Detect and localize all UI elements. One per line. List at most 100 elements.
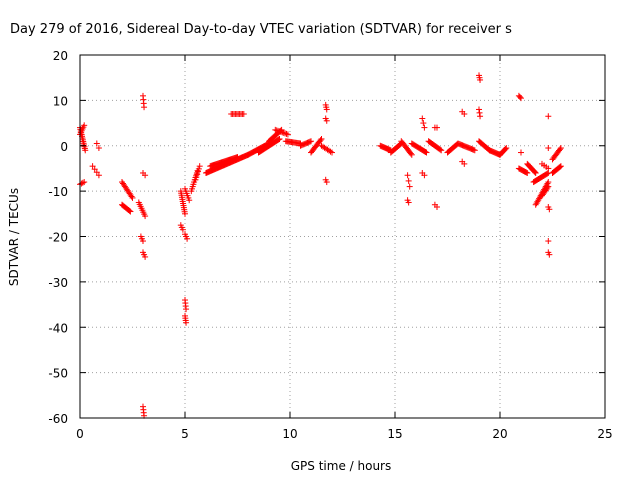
data-point	[556, 163, 563, 170]
data-point	[273, 127, 280, 134]
data-point	[275, 127, 282, 134]
data-point	[284, 131, 291, 138]
data-point	[234, 154, 241, 161]
data-point	[422, 148, 429, 155]
y-tick-label: 10	[53, 94, 68, 108]
x-axis-label: GPS time / hours	[291, 459, 392, 473]
data-point	[544, 184, 551, 191]
data-point	[503, 145, 510, 152]
data-point	[423, 149, 430, 156]
data-point	[95, 145, 102, 152]
data-point	[79, 179, 86, 186]
data-point	[89, 163, 96, 170]
chart-title: Day 279 of 2016, Sidereal Day-to-day VTE…	[10, 22, 512, 37]
data-point	[282, 130, 289, 137]
data-point	[183, 306, 190, 313]
data-point	[95, 172, 102, 179]
data-point	[78, 180, 85, 187]
data-point	[406, 183, 413, 190]
data-point	[407, 150, 414, 157]
data-point	[477, 76, 484, 83]
data-point	[419, 115, 426, 122]
data-point	[127, 208, 134, 215]
data-point	[437, 146, 444, 153]
data-point	[477, 113, 484, 120]
data-point	[532, 169, 539, 176]
data-point	[546, 206, 553, 213]
x-tick-label: 20	[492, 427, 507, 441]
data-point	[405, 199, 412, 206]
data-point	[461, 160, 468, 167]
x-tick-label: 5	[181, 427, 189, 441]
data-point	[93, 169, 100, 176]
data-point	[195, 165, 202, 172]
x-tick-label: 25	[597, 427, 612, 441]
data-point	[142, 253, 149, 260]
data-point	[276, 135, 283, 142]
y-axis-label: SDTVAR / TECUs	[7, 188, 21, 286]
data-point	[186, 197, 193, 204]
data-point	[81, 179, 88, 186]
data-point	[192, 176, 199, 183]
data-point	[421, 172, 428, 179]
data-point	[142, 213, 149, 220]
data-point	[128, 193, 135, 200]
data-point	[556, 146, 563, 153]
data-point	[476, 106, 482, 113]
data-point	[524, 169, 531, 176]
x-tick-label: 15	[387, 427, 402, 441]
y-tick-label: -40	[48, 321, 68, 335]
data-point	[140, 238, 146, 245]
data-point	[272, 126, 279, 133]
plot-frame	[79, 54, 606, 419]
data-point	[193, 174, 200, 181]
data-point	[420, 120, 427, 127]
data-point	[318, 135, 325, 142]
data-point	[82, 147, 89, 154]
data-point	[276, 128, 283, 135]
data-point	[405, 177, 412, 184]
data-point	[516, 93, 523, 100]
data-point	[421, 124, 428, 131]
data-point	[308, 138, 314, 145]
data-point	[545, 238, 552, 245]
data-point	[279, 129, 286, 136]
data-point	[275, 136, 282, 143]
data-point	[518, 95, 524, 102]
data-point	[196, 163, 203, 170]
data-point	[184, 235, 191, 242]
data-point	[182, 210, 188, 217]
grid	[80, 55, 605, 418]
data-point	[283, 130, 290, 137]
data-point	[408, 151, 415, 158]
data-point	[545, 113, 552, 120]
y-tick-label: -10	[48, 185, 68, 199]
data-point	[280, 129, 287, 136]
data-point	[142, 172, 149, 179]
data-point	[277, 128, 284, 135]
data-point	[557, 163, 564, 170]
y-tick-label: -50	[48, 367, 68, 381]
data-point	[323, 106, 330, 113]
data-point	[546, 251, 553, 258]
data-point	[195, 168, 202, 175]
data-point	[545, 183, 552, 190]
data-point	[545, 165, 552, 172]
data-point	[471, 147, 478, 154]
data-point	[518, 149, 524, 156]
data-point	[329, 149, 335, 156]
data-point	[194, 171, 201, 178]
x-tick-label: 10	[282, 427, 297, 441]
data-point	[557, 145, 564, 152]
axes: 0 5 10 15 20 25 -60 -50 -40 -30 -20 -10 0 10 20	[48, 49, 612, 441]
data-point	[323, 179, 330, 186]
data-point	[434, 204, 440, 211]
data-point	[183, 319, 190, 326]
data-point	[461, 110, 468, 117]
y-tick-label: 0	[60, 140, 68, 154]
data-points	[77, 72, 564, 419]
y-tick-label: -30	[48, 276, 68, 290]
data-point	[438, 147, 445, 154]
data-point	[434, 124, 440, 131]
